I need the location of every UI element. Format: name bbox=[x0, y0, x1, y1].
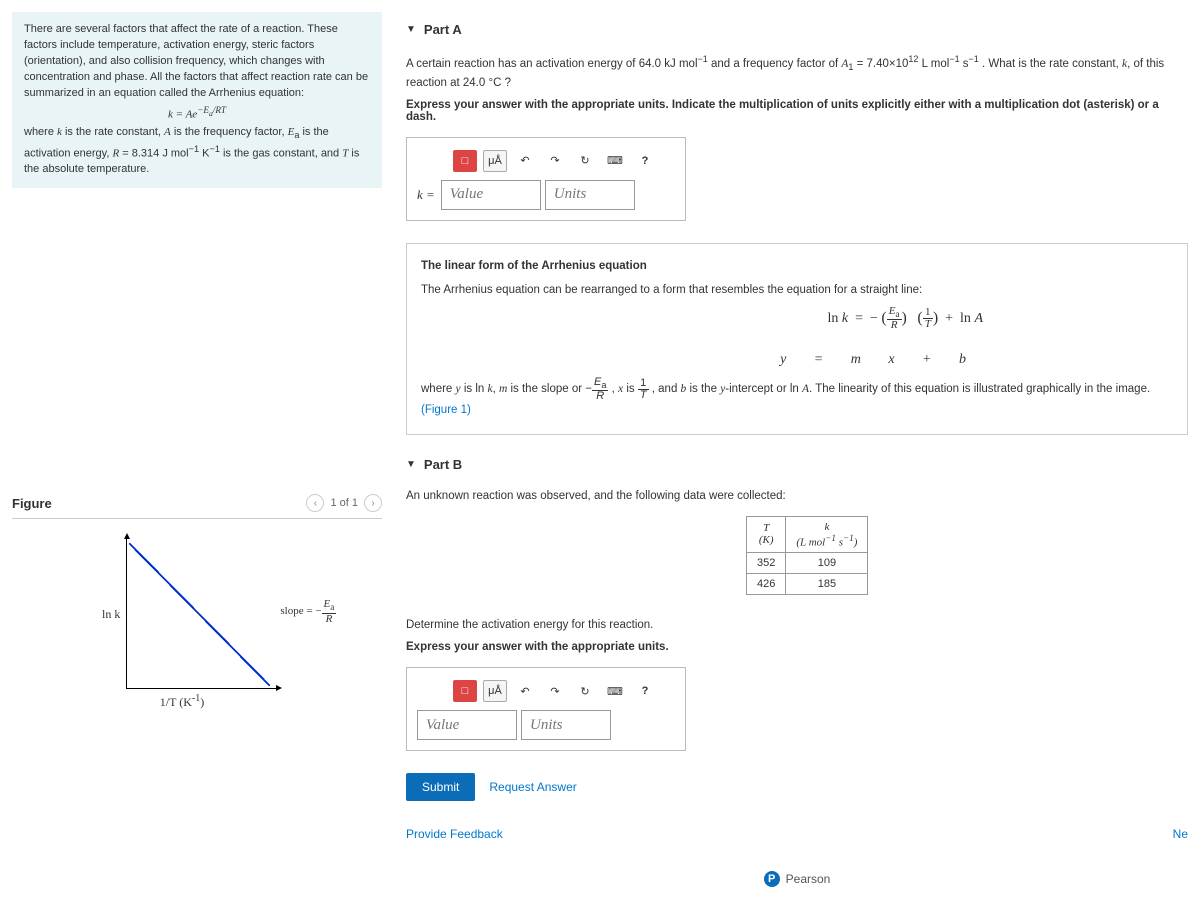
value-input-a[interactable] bbox=[441, 180, 541, 210]
reset-icon[interactable]: ↻ bbox=[573, 680, 597, 702]
table-row: 426185 bbox=[747, 574, 868, 595]
figure-title: Figure bbox=[12, 496, 52, 511]
part-a-header[interactable]: Part A bbox=[406, 22, 1188, 37]
value-input-b[interactable] bbox=[417, 710, 517, 740]
undo-icon[interactable]: ↶ bbox=[513, 680, 537, 702]
part-a-instr: Express your answer with the appropriate… bbox=[406, 99, 1188, 123]
table-h1: T(K) bbox=[747, 516, 786, 553]
table-row: 352109 bbox=[747, 553, 868, 574]
answer-box-b: □ μÅ ↶ ↷ ↻ ⌨ ? bbox=[406, 667, 686, 751]
figure-link[interactable]: (Figure 1) bbox=[421, 404, 471, 416]
part-b-q1: An unknown reaction was observed, and th… bbox=[406, 488, 1188, 506]
slope-label: slope = −EaR bbox=[280, 599, 336, 624]
keyboard-icon[interactable]: ⌨ bbox=[603, 680, 627, 702]
reset-icon[interactable]: ↻ bbox=[573, 150, 597, 172]
templates-icon[interactable]: □ bbox=[453, 680, 477, 702]
pearson-logo-icon: P bbox=[764, 871, 780, 887]
footer: P Pearson bbox=[406, 871, 1188, 887]
units-input-b[interactable] bbox=[521, 710, 611, 740]
linear-heading: The linear form of the Arrhenius equatio… bbox=[421, 258, 1173, 276]
intro-box: There are several factors that affect th… bbox=[12, 12, 382, 188]
pager-text: 1 of 1 bbox=[330, 497, 358, 509]
help-icon[interactable]: ? bbox=[633, 680, 657, 702]
request-answer-link[interactable]: Request Answer bbox=[489, 780, 576, 794]
arrhenius-eq: k = Ae−Ea/RT bbox=[24, 104, 370, 124]
arrhenius-graph: slope = −EaR bbox=[126, 539, 276, 689]
linear-form-box: The linear form of the Arrhenius equatio… bbox=[406, 243, 1188, 435]
part-b-q2: Determine the activation energy for this… bbox=[406, 617, 1188, 635]
templates-icon[interactable]: □ bbox=[453, 150, 477, 172]
redo-icon[interactable]: ↷ bbox=[543, 680, 567, 702]
symbols-icon[interactable]: μÅ bbox=[483, 150, 507, 172]
pager-next[interactable]: › bbox=[364, 494, 382, 512]
linear-text: The Arrhenius equation can be rearranged… bbox=[421, 282, 1173, 300]
graph-x-label: 1/T (K-1) bbox=[102, 693, 262, 710]
var-row: y = m x + b bbox=[421, 349, 1173, 371]
help-icon[interactable]: ? bbox=[633, 150, 657, 172]
submit-button[interactable]: Submit bbox=[406, 773, 475, 801]
undo-icon[interactable]: ↶ bbox=[513, 150, 537, 172]
graph-y-label: ln k bbox=[102, 607, 120, 622]
figure-pager: ‹ 1 of 1 › bbox=[306, 494, 382, 512]
k-equals-label: k = bbox=[417, 187, 435, 203]
part-b-header[interactable]: Part B bbox=[406, 457, 1188, 472]
answer-box-a: □ μÅ ↶ ↷ ↻ ⌨ ? k = bbox=[406, 137, 686, 221]
part-b-instr: Express your answer with the appropriate… bbox=[406, 641, 1188, 653]
units-input-a[interactable] bbox=[545, 180, 635, 210]
redo-icon[interactable]: ↷ bbox=[543, 150, 567, 172]
intro-p1: There are several factors that affect th… bbox=[24, 22, 370, 102]
provide-feedback-link[interactable]: Provide Feedback bbox=[406, 827, 503, 841]
intro-p2: where k is the rate constant, A is the f… bbox=[24, 125, 370, 178]
linear-foot: where y is ln k, m is the slope or −EaR … bbox=[421, 377, 1173, 420]
next-stub[interactable]: Ne bbox=[1173, 827, 1188, 841]
data-table: T(K) k(L mol−1 s−1) 352109 426185 bbox=[746, 516, 868, 596]
part-a-question: A certain reaction has an activation ene… bbox=[406, 53, 1188, 93]
symbols-icon[interactable]: μÅ bbox=[483, 680, 507, 702]
keyboard-icon[interactable]: ⌨ bbox=[603, 150, 627, 172]
pager-prev[interactable]: ‹ bbox=[306, 494, 324, 512]
table-h2: k(L mol−1 s−1) bbox=[786, 516, 868, 553]
linear-eq: ln k = − (EaR) (1T) + ln A bbox=[421, 306, 1173, 331]
